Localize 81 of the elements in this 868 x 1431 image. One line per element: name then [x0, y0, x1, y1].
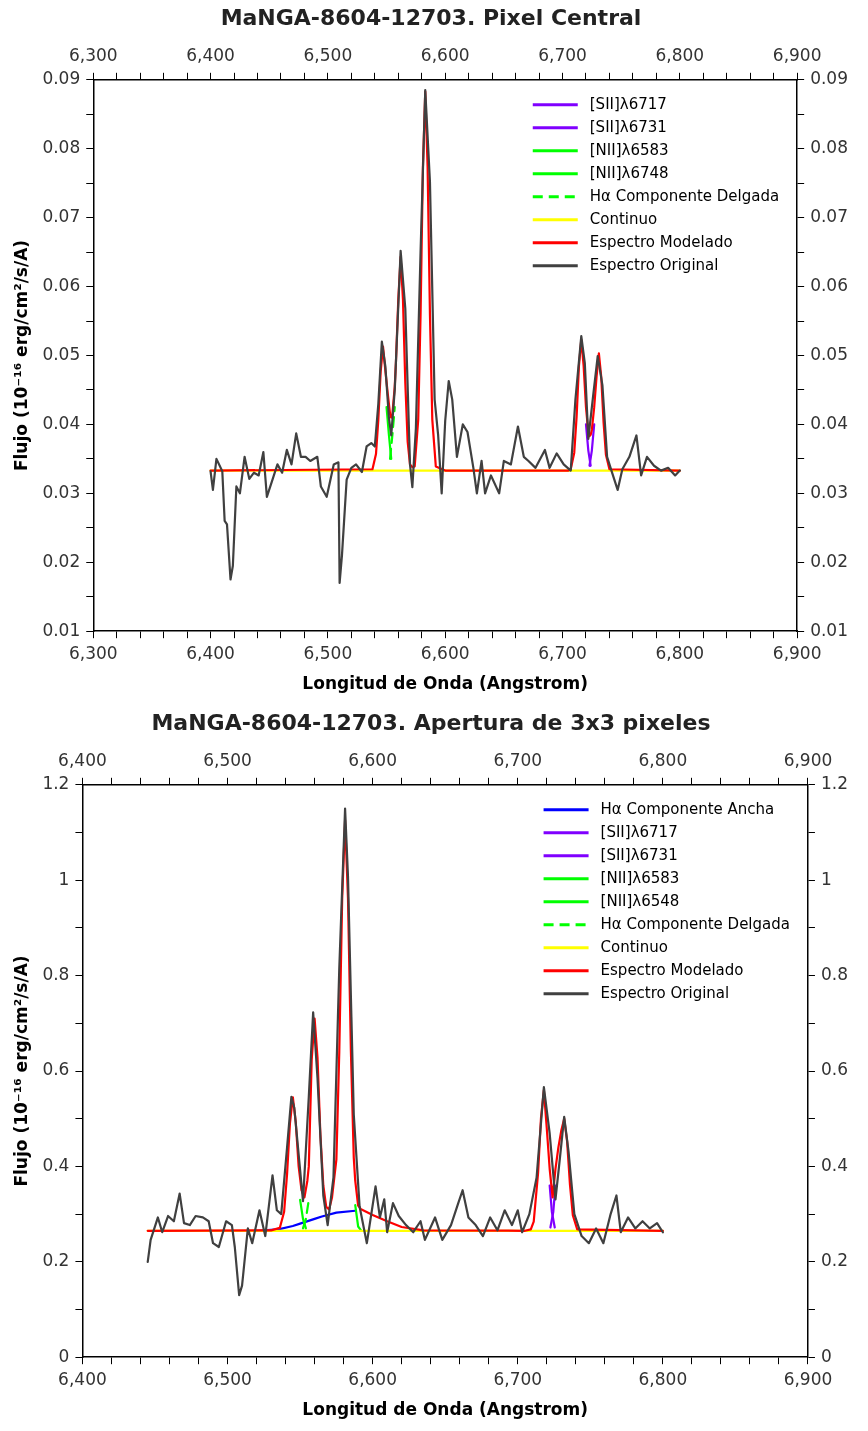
- y2-tick-label: 0.03: [810, 481, 849, 502]
- x2-tick-label: 6,600: [348, 750, 397, 771]
- legend-label: Espectro Modelado: [589, 232, 733, 251]
- legend-label: [NII]λ6583: [589, 140, 669, 159]
- legend-label: [SII]λ6731: [600, 845, 678, 864]
- x2-tick-label: 6,500: [203, 750, 252, 771]
- x-tick-label: 6,300: [68, 642, 118, 663]
- y2-tick-label: 0: [820, 1345, 832, 1366]
- y2-tick-label: 0.6: [820, 1059, 849, 1080]
- x-tick-label: 6,800: [638, 1368, 688, 1389]
- y2-tick-label: 0.07: [810, 206, 849, 227]
- legend-label: Espectro Original: [589, 255, 719, 274]
- y-axis-title: Flujo (10⁻¹⁶ erg/cm²/s/A): [10, 239, 31, 472]
- y-tick-label: 0.6: [42, 1059, 70, 1080]
- x2-tick-label: 6,700: [538, 45, 587, 66]
- chart-title: MaNGA-8604-12703. Pixel Central: [220, 4, 642, 30]
- chart-title: MaNGA-8604-12703. Apertura de 3x3 pixeles: [151, 709, 711, 735]
- x-tick-label: 6,600: [420, 642, 470, 663]
- y-tick-label: 0: [58, 1345, 70, 1366]
- legend-label: [SII]λ6731: [589, 117, 667, 136]
- x2-tick-label: 6,700: [493, 750, 543, 771]
- legend-label: Hα Componente Delgada: [600, 914, 790, 933]
- x-tick-label: 6,900: [772, 642, 822, 663]
- x2-tick-label: 6,800: [655, 45, 705, 66]
- y-tick-label: 0.08: [42, 137, 81, 158]
- x-tick-label: 6,700: [538, 642, 587, 663]
- x-tick-label: 6,600: [348, 1368, 397, 1389]
- y-tick-label: 0.4: [42, 1154, 70, 1175]
- legend-label: [SII]λ6717: [589, 94, 667, 113]
- x2-tick-label: 6,600: [420, 45, 470, 66]
- y-axis-title: Flujo (10⁻¹⁶ erg/cm²/s/A): [10, 955, 31, 1187]
- x-tick-label: 6,800: [655, 642, 705, 663]
- x-axis-title: Longitud de Onda (Angstrom): [302, 673, 589, 694]
- y2-tick-label: 0.8: [820, 964, 849, 985]
- y2-tick-label: 0.02: [810, 550, 849, 571]
- y-tick-label: 0.02: [42, 550, 81, 571]
- legend-label: Continuo: [600, 937, 668, 956]
- legend-label: Espectro Modelado: [600, 960, 744, 979]
- x-tick-label: 6,400: [58, 1368, 107, 1389]
- x-tick-label: 6,500: [303, 642, 353, 663]
- legend-label: Hα Componente Delgada: [589, 186, 780, 205]
- y2-tick-label: 0.05: [810, 343, 849, 364]
- y2-tick-label: 0.4: [820, 1154, 849, 1175]
- legend-label: Continuo: [589, 209, 658, 228]
- x-tick-label: 6,700: [493, 1368, 543, 1389]
- x2-tick-label: 6,300: [68, 45, 118, 66]
- x2-tick-label: 6,900: [783, 750, 833, 771]
- legend-label: Hα Componente Ancha: [600, 799, 775, 818]
- y-tick-label: 0.8: [42, 964, 70, 985]
- y2-tick-label: 0.01: [810, 619, 849, 640]
- legend-label: Espectro Original: [600, 983, 730, 1002]
- y2-tick-label: 1.2: [820, 773, 849, 794]
- legend-label: [SII]λ6717: [600, 822, 678, 841]
- x2-tick-label: 6,800: [638, 750, 688, 771]
- y2-tick-label: 0.04: [810, 412, 849, 433]
- legend-label: [NII]λ6748: [589, 163, 669, 182]
- legend-label: [NII]λ6583: [600, 868, 680, 887]
- y2-tick-label: 0.2: [820, 1250, 849, 1271]
- y-tick-label: 1.2: [42, 773, 70, 794]
- y-tick-label: 0.06: [42, 275, 81, 295]
- y-tick-label: 1: [58, 868, 70, 889]
- y-tick-label: 0.01: [42, 619, 81, 640]
- y-tick-label: 0.2: [42, 1250, 70, 1271]
- x2-tick-label: 6,400: [58, 750, 107, 771]
- y-tick-label: 0.09: [42, 68, 81, 89]
- x-tick-label: 6,500: [203, 1368, 252, 1389]
- y-tick-label: 0.03: [42, 481, 81, 502]
- legend-label: [NII]λ6548: [600, 891, 680, 910]
- y2-tick-label: 0.09: [810, 68, 849, 89]
- y2-tick-label: 0.06: [810, 275, 849, 295]
- x-axis-title: Longitud de Onda (Angstrom): [302, 1399, 589, 1420]
- x2-tick-label: 6,400: [186, 45, 235, 66]
- y2-tick-label: 1: [820, 868, 832, 889]
- x-tick-label: 6,400: [186, 642, 235, 663]
- x2-tick-label: 6,500: [303, 45, 353, 66]
- y-tick-label: 0.07: [42, 206, 81, 227]
- x2-tick-label: 6,900: [772, 45, 822, 66]
- y2-tick-label: 0.08: [810, 137, 849, 158]
- y-tick-label: 0.05: [42, 343, 81, 364]
- x-tick-label: 6,900: [783, 1368, 833, 1389]
- y-tick-label: 0.04: [42, 412, 81, 433]
